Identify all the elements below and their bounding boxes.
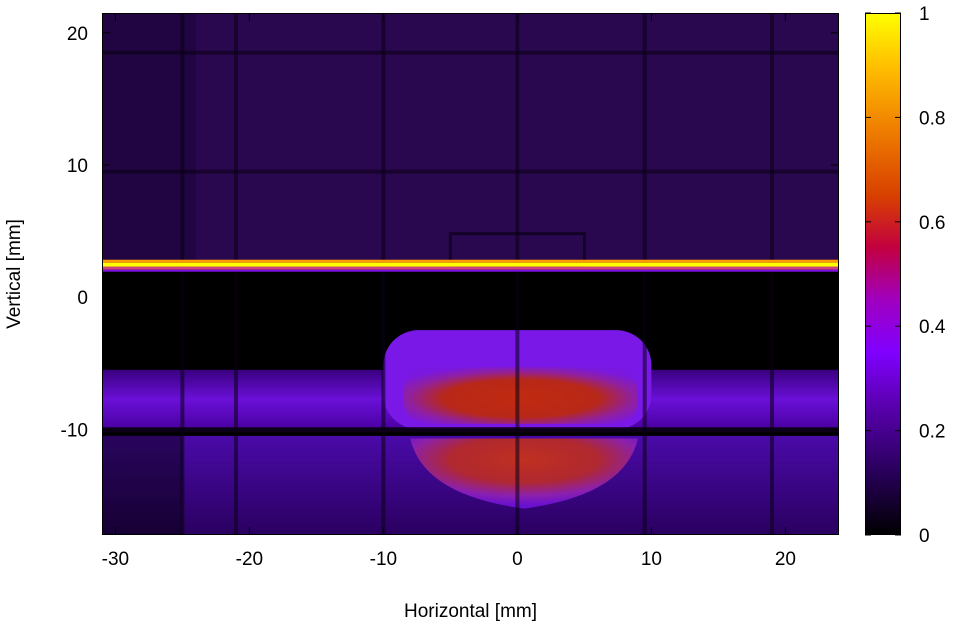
mesh-line-vertical	[180, 13, 185, 535]
core-lower	[410, 438, 638, 509]
x-tick-label: -30	[102, 549, 129, 570]
mesh-line-vertical	[642, 13, 647, 535]
y-tick-label: 10	[67, 156, 88, 177]
upper-left-shade	[102, 13, 196, 267]
y-tick-label: 0	[77, 288, 88, 309]
colorbar-tick-label: 0.4	[919, 317, 946, 338]
x-tick-label: 20	[775, 549, 796, 570]
mesh-line-vertical	[234, 13, 238, 535]
plot-frame	[102, 13, 839, 535]
y-tick-label: -10	[61, 420, 88, 441]
y-axis: -10 0 10 20	[61, 24, 839, 441]
mesh-line-horizontal	[102, 50, 839, 55]
x-tick-label: 0	[512, 549, 523, 570]
plot-area	[102, 13, 839, 535]
bright-line-fade	[102, 269, 839, 272]
bright-line-edge	[102, 259, 839, 263]
bright-line	[102, 262, 839, 267]
colorbar-tick-label: 0.8	[919, 108, 945, 129]
upper-background	[102, 13, 839, 267]
mesh-line-horizontal	[102, 427, 839, 432]
x-axis: -30 -20 -10 0 10 20	[102, 13, 796, 570]
halo-left-shade	[102, 435, 183, 535]
colorbar-tick-label: 0	[919, 526, 930, 547]
y-tick-label: 20	[67, 24, 88, 45]
bright-line-lower-edge	[102, 266, 839, 270]
colorbar-tick-label: 0.2	[919, 422, 945, 443]
colorbar-gradient	[865, 13, 901, 535]
x-tick-label: 10	[641, 549, 662, 570]
x-tick-label: -10	[370, 549, 397, 570]
colorbar-tick-label: 1	[919, 4, 930, 25]
mesh-line-vertical	[770, 13, 774, 535]
core-upper	[403, 367, 638, 424]
mesh-line-vertical	[381, 13, 386, 535]
x-tick-label: -20	[236, 549, 263, 570]
colorbar: 0 0.2 0.4 0.6 0.8 1	[865, 4, 946, 547]
mesh-line-horizontal	[102, 169, 839, 174]
mesh-line-vertical	[515, 13, 520, 535]
x-axis-label: Horizontal [mm]	[404, 601, 537, 622]
colorbar-frame	[865, 13, 901, 535]
colorbar-tick-label: 0.6	[919, 213, 945, 234]
y-axis-label: Vertical [mm]	[4, 219, 25, 329]
